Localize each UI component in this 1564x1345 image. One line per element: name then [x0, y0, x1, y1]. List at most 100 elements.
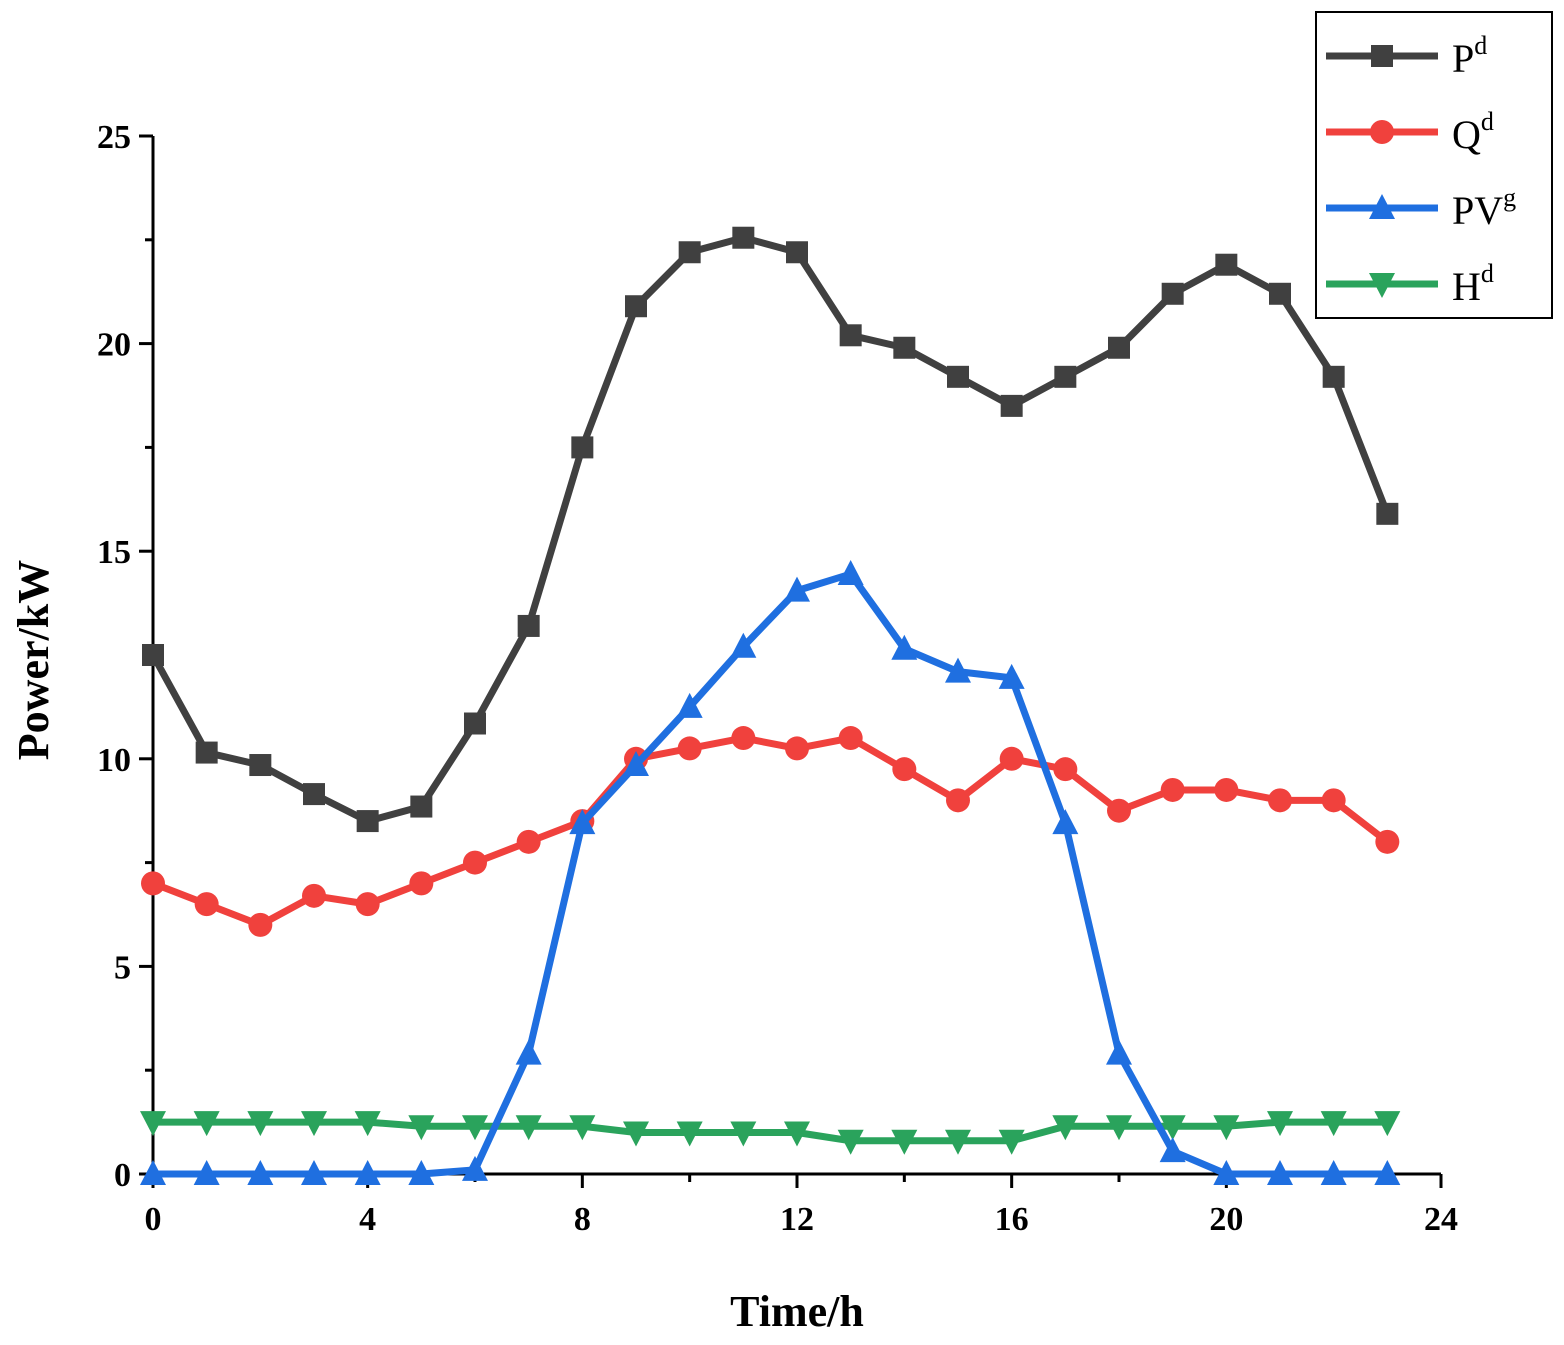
- data-point: [839, 324, 862, 347]
- data-point: [464, 712, 486, 735]
- data-point: [247, 1160, 274, 1185]
- data-point: [732, 226, 755, 249]
- legend-label: Hd: [1452, 259, 1494, 309]
- data-point: [731, 726, 756, 751]
- data-point: [784, 576, 810, 602]
- data-point: [247, 1111, 274, 1137]
- legend-marker: [1370, 120, 1394, 144]
- series-pv: [140, 560, 1401, 1185]
- data-point: [1159, 1137, 1186, 1163]
- legend-label-main: H: [1452, 264, 1481, 309]
- y-tick-label: 10: [97, 742, 131, 779]
- x-tick-label: 4: [359, 1201, 376, 1238]
- data-point: [786, 241, 808, 264]
- data-point: [1374, 1111, 1401, 1137]
- data-point: [785, 736, 809, 761]
- legend-item: Qd: [1326, 107, 1494, 157]
- data-point: [193, 1160, 220, 1185]
- data-point: [1213, 1115, 1240, 1141]
- data-point: [356, 810, 379, 833]
- data-point: [516, 829, 541, 854]
- data-point: [1052, 809, 1079, 835]
- legend-box: [1315, 11, 1553, 319]
- data-point: [141, 871, 165, 896]
- data-point: [515, 1039, 542, 1065]
- legend-label-sup: d: [1481, 259, 1494, 288]
- data-point: [517, 614, 540, 637]
- data-point: [142, 644, 164, 666]
- data-point: [1160, 777, 1185, 802]
- legend-item: Pd: [1326, 31, 1487, 81]
- data-point: [409, 871, 434, 896]
- data-point: [571, 436, 594, 459]
- y-tick-label: 0: [114, 1157, 131, 1194]
- legend-label-sup: d: [1481, 107, 1494, 136]
- y-tick-label: 25: [97, 119, 131, 156]
- series-layer: [140, 226, 1401, 1185]
- series-line: [153, 1118, 1388, 1145]
- data-point: [1053, 757, 1078, 782]
- data-point: [1161, 282, 1184, 305]
- data-point: [893, 336, 916, 359]
- data-point: [1214, 777, 1239, 802]
- data-point: [1376, 502, 1399, 525]
- data-point: [1320, 1160, 1347, 1185]
- data-point: [355, 892, 380, 917]
- data-point: [891, 634, 918, 660]
- x-tick-label: 0: [145, 1201, 162, 1238]
- data-point: [1106, 1115, 1132, 1141]
- legend-label-main: PV: [1452, 188, 1503, 233]
- data-point: [1375, 829, 1400, 854]
- data-point: [730, 632, 757, 658]
- data-point: [999, 746, 1024, 771]
- legend-label-sup: d: [1474, 31, 1487, 60]
- data-point: [1213, 1160, 1240, 1185]
- data-point: [998, 663, 1025, 689]
- series-q: [141, 726, 1400, 937]
- data-point: [784, 1121, 810, 1147]
- data-point: [1374, 1160, 1401, 1185]
- y-axis-title: Power/kW: [9, 560, 58, 760]
- data-point: [248, 912, 273, 937]
- data-point: [1000, 394, 1023, 417]
- data-point: [676, 1121, 703, 1147]
- data-point: [302, 883, 326, 908]
- legend-label: Pd: [1452, 31, 1487, 81]
- x-tick-label: 20: [1209, 1201, 1243, 1238]
- data-point: [998, 1129, 1025, 1155]
- data-point: [1108, 336, 1130, 359]
- data-point: [1269, 282, 1291, 305]
- data-point: [1106, 1039, 1132, 1065]
- data-point: [354, 1160, 381, 1185]
- data-point: [463, 850, 487, 875]
- data-point: [303, 783, 325, 806]
- data-point: [569, 1115, 596, 1141]
- data-point: [1321, 788, 1346, 813]
- data-point: [195, 741, 218, 764]
- data-point: [945, 657, 971, 683]
- x-tick-label: 16: [995, 1201, 1029, 1238]
- y-tick-label: 5: [114, 949, 131, 986]
- data-point: [1322, 365, 1345, 388]
- series-line: [153, 570, 1388, 1178]
- legend-label-main: P: [1452, 36, 1474, 81]
- data-point: [891, 1129, 918, 1155]
- data-point: [1268, 788, 1292, 813]
- legend-label: Qd: [1452, 107, 1494, 157]
- data-point: [623, 1121, 649, 1147]
- data-point: [408, 1160, 435, 1185]
- data-point: [569, 809, 596, 835]
- data-point: [249, 754, 272, 777]
- legend-item: Hd: [1326, 259, 1494, 309]
- data-point: [1215, 253, 1238, 276]
- data-point: [462, 1115, 488, 1141]
- data-point: [730, 1121, 757, 1147]
- data-point: [892, 757, 917, 782]
- data-point: [193, 1111, 220, 1137]
- legend-label-sup: g: [1503, 183, 1516, 212]
- y-tick-label: 20: [97, 327, 131, 364]
- data-point: [623, 751, 649, 777]
- data-point: [1052, 1115, 1079, 1141]
- data-point: [1267, 1160, 1293, 1185]
